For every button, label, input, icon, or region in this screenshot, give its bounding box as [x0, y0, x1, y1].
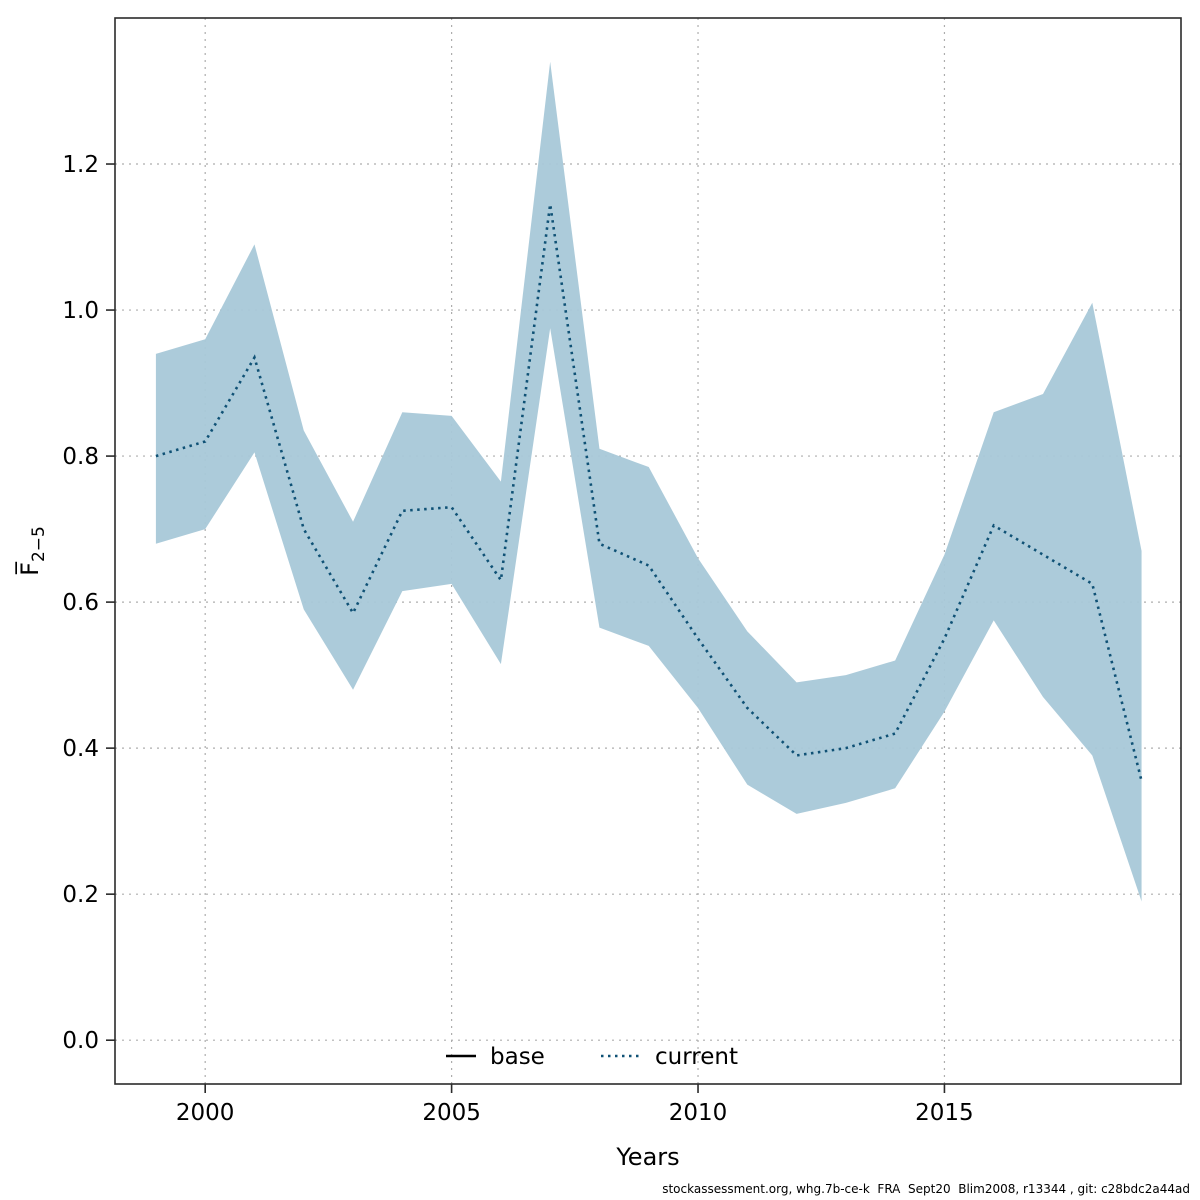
y-axis-label-main: F̅: [15, 561, 44, 576]
y-tick-label: 0.8: [62, 444, 99, 470]
x-tick-label: 2015: [915, 1100, 974, 1126]
footer-annotation: stockassessment.org, whg.7b-ce-k FRA Sep…: [662, 1182, 1190, 1196]
legend-label-current: current: [655, 1044, 738, 1070]
y-tick-label: 1.0: [62, 298, 99, 324]
legend: base current: [446, 1044, 738, 1070]
legend-label-base: base: [490, 1044, 545, 1070]
x-tick-label: 2010: [669, 1100, 728, 1126]
x-tick-label: 2000: [176, 1100, 235, 1126]
y-tick-label: 0.4: [62, 736, 99, 762]
x-tick-label: 2005: [422, 1100, 481, 1126]
y-tick-label: 0.6: [62, 590, 99, 616]
y-axis-label: F̅2−5: [15, 526, 49, 576]
x-axis-label: Years: [615, 1143, 679, 1171]
y-tick-label: 0.0: [62, 1028, 99, 1054]
plot-border: [114, 17, 1182, 1085]
y-axis-label-subscript: 2−5: [29, 526, 49, 562]
confidence-band: [155, 61, 1142, 902]
y-tick-label: 0.2: [62, 882, 99, 908]
y-tick-label: 1.2: [62, 152, 99, 178]
